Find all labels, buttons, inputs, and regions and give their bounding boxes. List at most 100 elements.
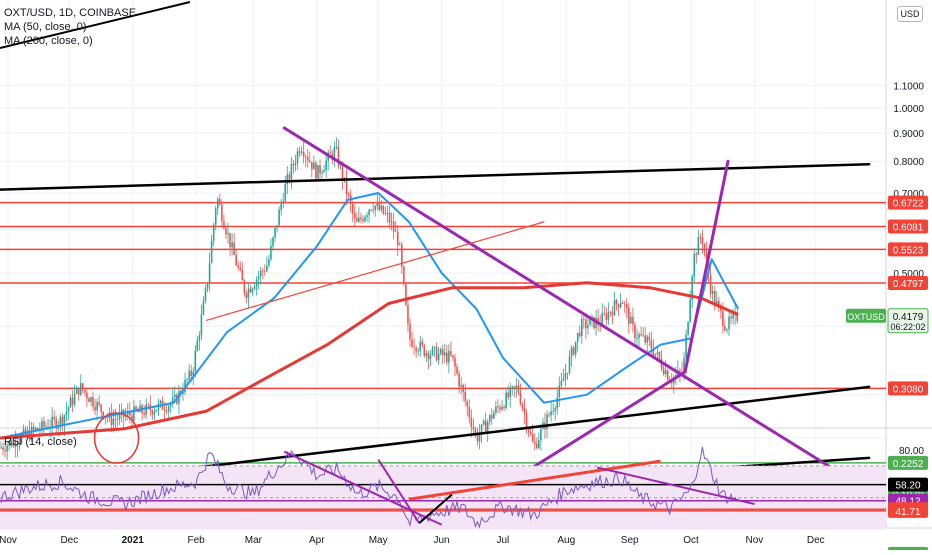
candle-body [313,163,315,170]
candle-body [270,246,272,259]
candle-body [194,351,196,372]
candle-body [53,417,55,419]
candle-body [503,407,505,408]
candle-body [246,293,248,298]
candle-body [168,406,170,411]
time-tick-label: May [369,535,388,546]
candle-body [538,440,540,448]
symbol-line[interactable]: OXT/USD, 1D, COINBASE [4,6,136,20]
candle-body [700,237,702,238]
candle-body [724,326,726,330]
candle-body [526,413,528,428]
candle-body [458,374,460,387]
candle-body [280,204,282,210]
candle-body [610,312,612,313]
candle-body [66,411,68,415]
candle-body [284,184,286,201]
candle-body [360,218,362,220]
candle-body [231,242,233,247]
candle-body [642,335,644,336]
currency-button[interactable]: USD [897,6,923,22]
candle-body [581,319,583,336]
candle-body [540,429,542,440]
candle-body [575,342,577,355]
candle-body [421,342,423,346]
trendline [207,222,544,320]
candle-body [524,408,526,413]
candle-body [479,434,481,441]
rsi-legend[interactable]: RSI (14, close) [4,435,77,449]
time-tick-label: Jun [433,535,449,546]
candle-body [432,348,434,355]
candle-body [188,371,190,380]
candle-body [636,338,638,339]
candle-body [62,417,64,425]
time-tick-label: Sep [621,535,639,546]
candle-body [628,308,630,324]
candle-body [403,267,405,284]
rsi-tick-label: 80.00 [899,446,924,457]
candle-body [86,392,88,398]
candle-body [518,385,520,392]
rsi-level-badge: 41.71 [895,507,920,518]
price-tick-label: 1.0000 [893,104,924,115]
candle-body [60,417,62,425]
candle-body [411,340,413,347]
candle-body [409,324,411,340]
candle-body [640,334,642,335]
candle-body [511,387,513,388]
candle-body [211,241,213,263]
candle-body [33,427,35,430]
candle-body [295,163,297,165]
candle-body [262,271,264,272]
candle-body [603,313,605,314]
candle-body [430,355,432,360]
candle-body [505,393,507,409]
candle-body [297,151,299,163]
candle-body [266,266,268,272]
candle-body [309,161,311,162]
candle-body [473,427,475,429]
candle-body [546,414,548,429]
candle-body [260,271,262,277]
candle-body [307,157,309,161]
candle-body [160,401,162,404]
candle-body [76,388,78,394]
level-badge: 0.6722 [893,199,924,210]
candle-body [190,371,192,376]
trendline [284,128,869,491]
candle-body [565,374,567,380]
ma200-legend[interactable]: MA (200, close, 0) [4,34,136,48]
candle-body [618,304,620,307]
candle-body [663,368,665,374]
ma50-legend[interactable]: MA (50, close, 0) [4,20,136,34]
price-tick-label: 0.8000 [893,157,924,168]
candle-body [274,228,276,238]
candle-body [417,351,419,352]
candle-body [370,210,372,211]
candle-body [405,284,407,305]
candle-body [608,312,610,320]
candle-body [606,314,608,320]
candle-body [657,352,659,353]
candle-body [601,313,603,324]
candle-body [454,358,456,367]
candle-body [391,222,393,223]
candle-body [278,210,280,226]
candle-body [569,357,571,373]
candle-body [68,407,70,411]
candle-body [45,427,47,428]
candle-body [452,355,454,357]
candle-body [319,165,321,173]
candle-body [242,270,244,280]
candle-body [520,393,522,404]
candle-body [567,373,569,374]
candle-body [648,337,650,341]
candle-body [376,203,378,206]
candle-body [428,353,430,359]
candle-body [368,210,370,215]
candle-body [84,390,86,392]
candle-body [209,263,211,283]
